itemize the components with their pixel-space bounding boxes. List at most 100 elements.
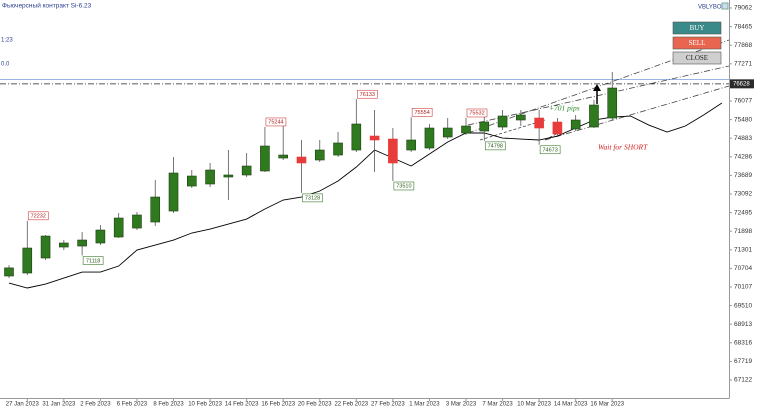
y-tick-label: 77271 [734,61,752,68]
candle-body [260,145,270,172]
x-tick-label: 10 Feb 2023 [188,402,222,408]
x-tick-label: 22 Feb 2023 [334,402,368,408]
channel-line [467,39,730,134]
trade-button-label[interactable]: SELL [689,39,706,47]
candle-body [168,172,179,212]
price-label: 75532 [469,111,484,117]
x-tick-label: 10 Mar 2023 [517,402,551,408]
trade-button-label[interactable]: BUY [690,24,705,32]
x-tick-label: 27 Jan 2023 [6,402,40,408]
trade-button[interactable] [672,21,722,35]
y-tick-label: 70704 [734,265,752,272]
price-label-box [302,193,323,203]
price-label-box [357,89,378,99]
candle-body [497,115,508,128]
candle-body [132,214,142,229]
y-tick-label: 79062 [734,5,752,12]
candle-body [534,117,544,129]
panel-text: 0.0 [1,62,10,68]
candle-body [369,135,380,141]
candle-body [59,242,69,248]
price-label-box [393,181,415,191]
price-label: 72232 [31,214,46,220]
y-tick-label: 77868 [734,42,752,49]
price-label: 71118 [86,258,100,264]
y-tick-label: 74286 [734,154,752,161]
price-label: 75554 [415,110,430,116]
price-label-box [27,211,49,221]
x-tick-label: 1 Mar 2023 [409,402,440,408]
candle-body [351,123,362,151]
price-label-box [411,107,433,117]
panel-text: 1:23 [1,38,13,44]
channel-line [544,131,561,141]
x-tick-label: 8 Feb 2023 [153,402,184,408]
candle-body [241,165,252,176]
price-label-box [466,108,488,118]
candle-body [95,229,106,244]
candle-body [552,121,563,135]
y-tick-label: 68913 [734,321,752,328]
price-label-box [484,141,506,151]
chart-title: Фьючерсный контракт Si-6.23 [2,2,92,10]
candle-body [296,156,307,164]
y-tick-label: 75480 [734,116,752,123]
candle-body [607,87,618,119]
candle-body [40,235,51,259]
x-tick-label: 6 Feb 2023 [117,402,148,408]
candle-body [570,119,581,130]
y-tick-label: 71898 [734,228,752,235]
price-label-box [539,145,561,155]
candle-body [589,104,599,128]
price-label: 76133 [360,92,375,98]
candle-body [22,247,33,274]
candle-body [388,138,398,164]
candle-body [442,127,453,138]
candle-body [223,174,234,178]
candle-body [278,154,289,159]
price-label-box [265,117,287,127]
price-label: 73510 [396,184,411,190]
candle-body [479,121,490,132]
channel-line [544,85,730,141]
arrow-head [593,84,601,91]
x-tick-label: 14 Mar 2023 [554,402,588,408]
x-tick-label: 7 Mar 2023 [482,402,513,408]
y-tick-label: 70107 [734,284,752,291]
y-tick-label: 74883 [734,135,752,142]
x-tick-label: 14 Feb 2023 [225,402,259,408]
channel-line [467,65,730,126]
x-tick-label: 20 Feb 2023 [298,402,332,408]
trade-button-label[interactable]: CLOSE [686,54,708,62]
annotation: Wait for SHORT [598,143,648,152]
candle-body [187,175,197,187]
candle-body [205,169,215,185]
candle-body [77,239,87,247]
x-tick-label: 27 Feb 2023 [371,402,405,408]
moving-average [8,102,723,289]
x-tick-label: 2 Feb 2023 [80,402,111,408]
trade-button[interactable] [672,51,722,65]
price-label: 74798 [488,144,503,150]
last-price-box [730,79,754,89]
candle-body [406,139,416,151]
y-tick-label: 73689 [734,172,752,179]
x-tick-label: 31 Jan 2023 [42,402,76,408]
channel-line [479,119,546,141]
candle-body [333,142,343,156]
y-tick-label: 67122 [734,377,752,384]
candle-body [516,114,526,121]
y-tick-label: 73092 [734,191,752,198]
x-tick-label: 16 Mar 2023 [590,402,624,408]
candle-body [113,217,124,238]
last-price-label: 76628 [733,82,750,88]
y-tick-label: 69510 [734,302,752,309]
trade-button[interactable] [672,36,722,50]
y-tick-label: 71301 [734,247,752,254]
annotation: +701 pips [549,104,580,113]
y-tick-label: 72495 [734,209,752,216]
price-label-box [82,256,104,265]
candle-body [150,196,161,223]
